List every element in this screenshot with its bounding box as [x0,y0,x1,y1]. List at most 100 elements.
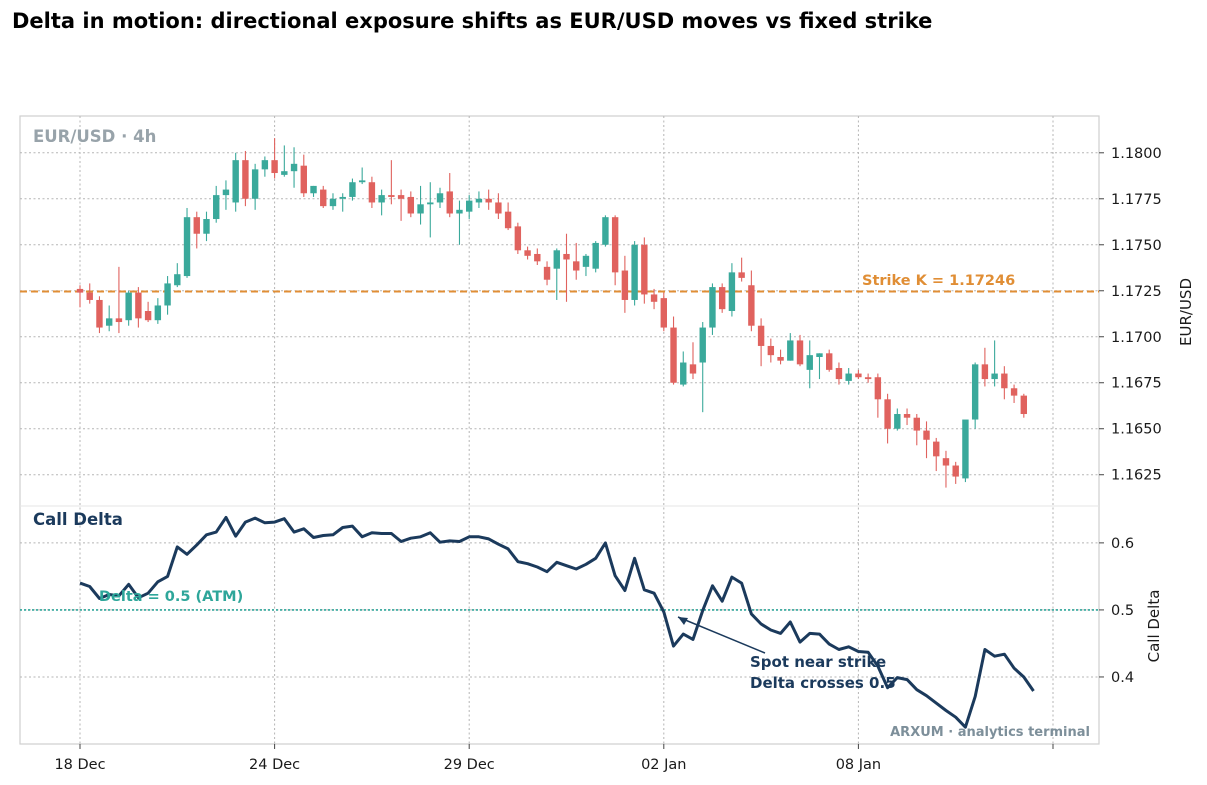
delta-series [79,515,1035,729]
candle-body [427,202,434,205]
candle-body [183,217,191,277]
candle-body [504,211,512,229]
grid-layer [20,116,1099,744]
candle-body [456,209,463,214]
candle-body [261,160,269,170]
price-y-tick-label: 1.1675 [1111,376,1162,392]
candle-body [1020,395,1028,415]
candle-body [417,204,424,214]
candle-body [903,414,911,418]
candle-body [242,160,249,199]
candle-body [1010,388,1018,396]
candle-body [174,274,181,286]
candle-body [232,160,239,203]
candle-body [962,419,969,479]
price-y-tick-label: 1.1700 [1111,330,1162,346]
strike-label: Strike K = 1.17246 [862,273,1015,289]
candle-body [699,327,706,363]
candle-body [757,325,765,346]
price-panel-label: EUR/USD · 4h [33,127,156,146]
annotation-arrowhead [678,617,688,625]
watermark: ARXUM · analytics terminal [890,725,1090,740]
price-y-tick-label: 1.1725 [1111,284,1162,300]
price-y-tick-label: 1.1800 [1111,146,1162,162]
x-tick-label: 02 Jan [641,757,686,773]
candle-body [271,160,278,174]
candle-body [787,340,794,361]
price-y-tick-label: 1.1775 [1111,192,1162,208]
candle-body [397,195,405,199]
candle-body [835,368,843,380]
candle-body [923,430,930,440]
candle-body [164,283,171,306]
candle-body [495,202,502,214]
candle-body [942,458,950,466]
candle-body [339,196,346,199]
candle-body [388,195,395,197]
annotation-line-2: Delta crosses 0.5 [750,674,896,692]
candle-body [670,327,677,383]
x-tick-label: 29 Dec [444,757,495,773]
candle-body [514,226,522,251]
candle-body [290,163,298,172]
candle-body [816,353,823,357]
candle-body [144,311,152,321]
candle-body [952,465,959,477]
candle-body [310,185,317,194]
candle-body [592,242,599,269]
candle-body [709,287,716,328]
candle-body [660,298,667,328]
candle-body [86,292,93,300]
atm-label: Delta = 0.5 (ATM) [99,589,243,605]
candle-body [524,250,531,256]
candle-body [251,169,259,199]
candle-body [96,299,103,328]
candle-body [115,318,123,323]
candle-body [475,198,483,203]
candle-body [125,292,132,321]
chart-frame [19,115,1100,745]
candle-body [485,198,492,203]
candle-body [991,373,998,380]
candle-body [368,182,376,203]
candle-body [650,294,658,302]
candle-body [981,364,989,380]
price-y-tick-label: 1.1625 [1111,468,1162,484]
delta-axis-label: Call Delta [1145,590,1163,663]
candle-body [680,362,687,385]
price-y-tick-label: 1.1650 [1111,422,1162,438]
x-tick-label: 18 Dec [54,757,105,773]
candle-body [796,340,804,365]
candle-body [573,261,580,271]
candle-body [971,364,979,420]
candle-body [611,217,619,273]
candle-body [777,356,784,361]
reference-lines [20,290,1099,611]
candle-body [738,272,745,278]
candle-body [894,414,901,429]
candle-body [864,377,872,380]
price-axis-label: EUR/USD [1177,278,1195,346]
candle-body [933,441,940,457]
candle-body [222,189,230,196]
x-tick-label: 24 Dec [249,757,300,773]
candle-body [105,318,113,326]
annotation-arrow [677,616,766,654]
candle-body [300,165,307,194]
candle-body [76,288,84,293]
candle-body [543,266,551,280]
price-y-tick-label: 1.1750 [1111,238,1162,254]
delta-y-tick-label: 0.6 [1111,536,1134,552]
candle-body [602,217,609,245]
candle-body [446,191,453,214]
candle-body [563,253,570,260]
candle-body [621,270,629,300]
axes: 18 Dec 24 Dec 29 Dec 02 Jan 08 Jan 1.1625 1.16… [54,146,1161,773]
candle-body [884,399,891,429]
candle-body [641,244,648,295]
candle-body [154,305,162,321]
delta-panel-label: Call Delta [33,510,123,529]
candle-body [855,373,862,378]
